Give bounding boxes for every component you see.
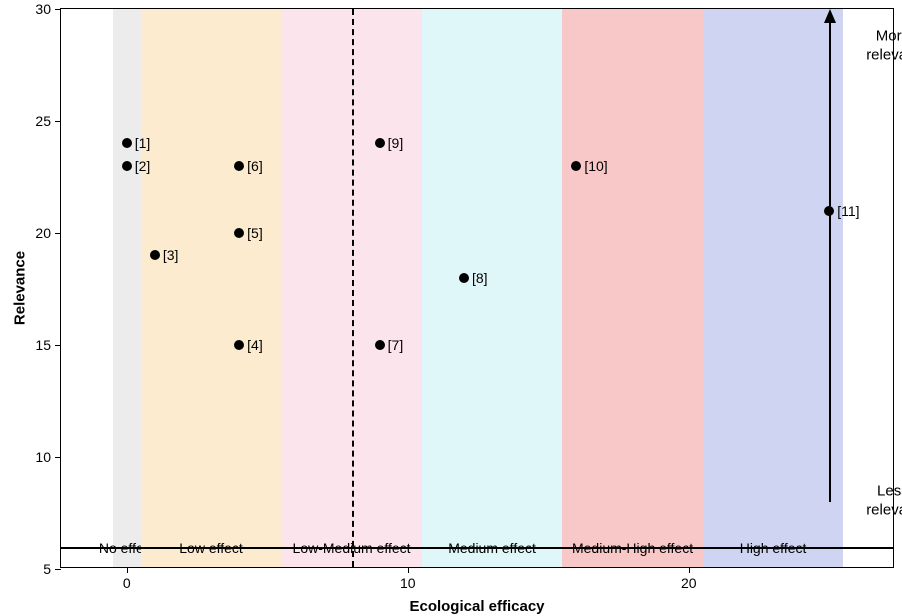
y-tick-label: 15 xyxy=(35,337,51,353)
y-tick xyxy=(55,457,61,458)
y-tick-label: 30 xyxy=(35,1,51,17)
threshold-vline xyxy=(352,9,354,567)
x-tick xyxy=(127,567,128,573)
data-point-label: [9] xyxy=(388,135,404,151)
data-point-label: [5] xyxy=(247,225,263,241)
y-tick-label: 20 xyxy=(35,225,51,241)
data-point xyxy=(234,228,244,238)
data-point xyxy=(122,138,132,148)
data-point-label: [10] xyxy=(584,158,607,174)
side-label-line: relevant xyxy=(866,501,902,520)
efficacy-band xyxy=(562,9,702,567)
y-tick-label: 10 xyxy=(35,449,51,465)
bottom-side-label: Lessrelevant xyxy=(866,482,902,520)
arrow-head-icon xyxy=(824,9,836,23)
efficacy-band xyxy=(422,9,562,567)
data-point-label: [3] xyxy=(163,247,179,263)
y-tick-label: 5 xyxy=(43,561,51,577)
y-tick-label: 25 xyxy=(35,113,51,129)
x-axis-title: Ecological efficacy xyxy=(409,598,544,615)
data-point xyxy=(234,161,244,171)
efficacy-band xyxy=(141,9,281,567)
y-axis-title: Relevance xyxy=(12,251,29,325)
data-point-label: [11] xyxy=(837,203,859,219)
data-point xyxy=(234,340,244,350)
x-tick xyxy=(689,567,690,573)
side-label-line: More xyxy=(866,27,902,46)
scatter-chart: No effectLow effectLow-Medium effectMedi… xyxy=(0,0,902,616)
data-point xyxy=(375,340,385,350)
y-tick xyxy=(55,233,61,234)
data-point-label: [4] xyxy=(247,337,263,353)
efficacy-band xyxy=(113,9,141,567)
data-point-label: [7] xyxy=(388,337,404,353)
side-label-line: relevant xyxy=(866,46,902,65)
y-tick xyxy=(55,9,61,10)
baseline-hline xyxy=(61,547,893,549)
data-point-label: [1] xyxy=(135,135,151,151)
x-tick-label: 10 xyxy=(400,575,416,591)
y-tick xyxy=(55,345,61,346)
x-tick xyxy=(408,567,409,573)
data-point-label: [2] xyxy=(135,158,151,174)
y-tick xyxy=(55,121,61,122)
plot-area: No effectLow effectLow-Medium effectMedi… xyxy=(60,8,894,568)
x-tick-label: 20 xyxy=(681,575,697,591)
data-point-label: [8] xyxy=(472,270,488,286)
data-point xyxy=(150,250,160,260)
side-label-line: Less xyxy=(866,482,902,501)
top-side-label: Morerelevant xyxy=(866,27,902,65)
data-point xyxy=(375,138,385,148)
data-point-label: [6] xyxy=(247,158,263,174)
data-point xyxy=(459,273,469,283)
data-point xyxy=(571,161,581,171)
x-tick-label: 0 xyxy=(123,575,131,591)
data-point xyxy=(122,161,132,171)
relevance-arrow xyxy=(829,21,831,502)
y-tick xyxy=(55,569,61,570)
efficacy-band xyxy=(703,9,843,567)
